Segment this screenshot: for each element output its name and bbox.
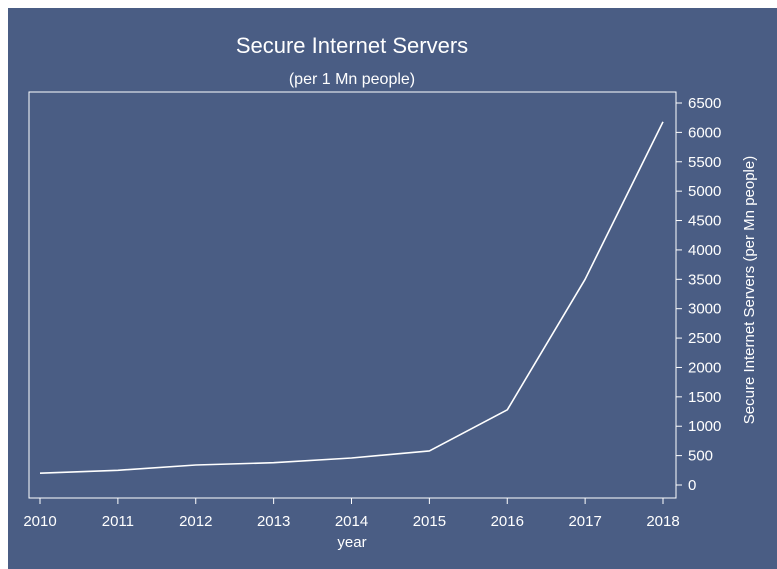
series-group: [39, 121, 664, 474]
y-axis-ticks: 0 500 1000 1500 2000 2500 3000 3500 4000 4500 5000…: [676, 95, 721, 494]
y-tick-label: 1000: [688, 418, 721, 435]
x-tick-label: 2014: [335, 513, 368, 530]
y-tick-label: 500: [688, 448, 713, 465]
x-tick-label: 2017: [568, 513, 601, 530]
y-tick-label: 4500: [688, 213, 721, 230]
x-tick-label: 2011: [102, 513, 134, 530]
x-axis-label: year: [337, 534, 366, 551]
x-axis-ticks: 2010 2011 2012 2013 2014 2015 2016 2017 2018: [23, 498, 680, 530]
y-tick-label: 4000: [688, 242, 721, 259]
y-axis-label: Secure Internet Servers (per Mn people): [741, 156, 758, 424]
y-tick-label: 3000: [688, 301, 721, 318]
x-tick-label: 2012: [179, 513, 212, 530]
chart-frame: Secure Internet Servers (per 1 Mn people…: [8, 8, 777, 569]
y-tick-label: 6500: [688, 95, 721, 112]
x-tick-label: 2010: [23, 513, 56, 530]
y-tick-label: 5000: [688, 183, 721, 200]
x-tick-label: 2013: [257, 513, 290, 530]
plot-area: [28, 91, 677, 499]
chart-title: Secure Internet Servers: [236, 33, 468, 58]
y-tick-label: 2500: [688, 330, 721, 347]
y-tick-label: 3500: [688, 271, 721, 288]
y-tick-label: 0: [688, 477, 696, 494]
chart-subtitle: (per 1 Mn people): [289, 71, 415, 88]
series-line: [39, 121, 664, 474]
y-tick-label: 6000: [688, 124, 721, 141]
x-tick-label: 2016: [491, 513, 524, 530]
line-chart: Secure Internet Servers (per 1 Mn people…: [23, 33, 758, 551]
y-tick-label: 5500: [688, 154, 721, 171]
y-tick-label: 1500: [688, 389, 721, 406]
x-tick-label: 2015: [413, 513, 446, 530]
x-tick-label: 2018: [646, 513, 679, 530]
y-tick-label: 2000: [688, 359, 721, 376]
